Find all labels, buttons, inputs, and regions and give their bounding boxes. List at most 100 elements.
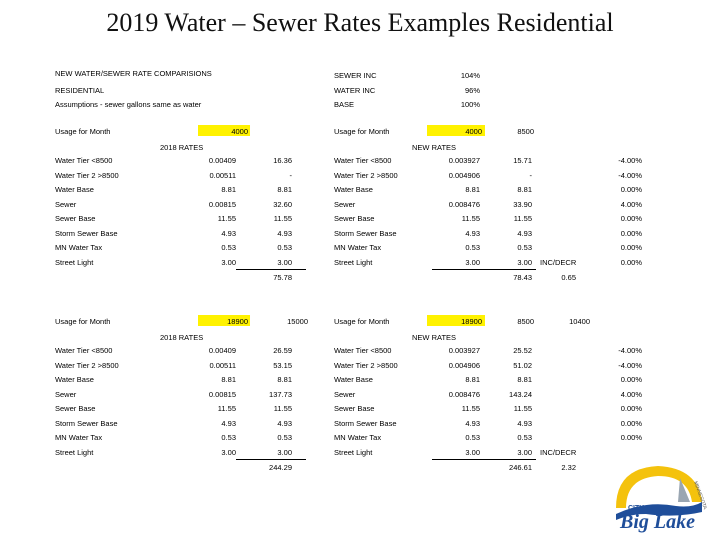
cell-lt: 0.53 [277,243,292,252]
logo-line-2: Big Lake [619,511,695,533]
rates-2018-label: 2018 RATES [160,143,204,152]
total-underline-left [236,268,306,270]
cell-rt: 3.00 [517,447,532,457]
cell-p: 0.00% [620,228,642,238]
cell-rr: 8.81 [465,375,480,384]
cell-r: MN Water Tax [334,243,382,252]
usage-tier2-value: 10400 [569,317,590,326]
sewer-inc-value: 104% [460,71,480,80]
cell-rr: 3.00 [465,447,480,457]
cell-lr: 0.53 [221,243,236,252]
cell-p: -4.00% [618,170,642,180]
usage-tier-value: 8500 [517,127,534,136]
cell-l: Sewer [55,389,77,399]
cell-l: Water Base [55,375,94,384]
base-value: 100% [460,100,480,109]
water-wave-icon [616,502,702,520]
cell-rt: 0.53 [517,243,532,252]
incdecr-label: INC/DECR [540,447,577,457]
cell-p: -4.00% [618,360,642,370]
cell-rt: 51.02 [513,360,532,370]
cell-p: 0.00% [620,185,642,194]
cell-p: 0.00% [620,404,642,413]
cell-rr: 0.53 [465,243,480,252]
cell-lr: 4.93 [221,418,236,428]
cell-lt: 8.81 [277,375,292,384]
cell-rr: 0.53 [465,433,480,442]
usage-highlight [427,315,485,326]
cell-l: MN Water Tax [55,433,103,442]
cell-l: Water Base [55,185,94,194]
usage-highlight [198,125,250,136]
cell-lr: 0.00815 [208,389,236,399]
cell-rt: 11.55 [513,404,532,413]
cell-r: Storm Sewer Base [334,228,397,238]
cell-rr: 4.93 [465,418,480,428]
cell-lr: 3.00 [221,447,236,457]
cell-lr: 3.00 [221,257,236,267]
cell-p: 0.00% [620,375,642,384]
page-title: 2019 Water – Sewer Rates Examples Reside… [106,8,614,37]
cell-lr: 4.93 [221,228,236,238]
cell-lr: 0.00815 [208,199,236,209]
cell-rr: 11.55 [461,214,480,223]
usage-tier-value: 8500 [517,317,534,326]
cell-l: Street Light [55,257,94,267]
cell-lt: - [289,170,293,180]
usage-highlight [198,315,250,326]
logo-line-1: CITY OF [628,505,656,512]
cell-lt: 16.36 [273,156,292,165]
header-line-1: NEW WATER/SEWER RATE COMPARISIONS [55,69,212,78]
sail-icon [678,478,690,502]
rates-new-label: NEW RATES [412,143,457,152]
cell-l: Water Tier 2 >8500 [55,360,119,370]
usage-label: Usage for Month [334,127,390,136]
cell-rr: 0.008476 [448,389,480,399]
cell-r: MN Water Tax [334,433,382,442]
cell-lr: 0.53 [221,433,236,442]
cell-lr: 11.55 [217,404,236,413]
cell-p: 4.00% [620,389,642,399]
cell-lr: 11.55 [217,214,236,223]
usage-value: 4000 [231,127,248,136]
cell-rr: 3.00 [465,257,480,267]
total-right: 78.43 [513,272,532,282]
base-label: BASE [334,100,355,109]
cell-lt: 26.59 [273,346,292,355]
cell-r: Water Base [334,185,373,194]
cell-lt: 8.81 [277,185,292,194]
cell-lt: 32.60 [273,199,292,209]
usage-value: 18900 [461,317,482,326]
cell-lr: 8.81 [221,375,236,384]
incdecr-value: 2.32 [561,462,576,472]
cell-r: Street Light [334,257,373,267]
cell-rr: 0.004906 [448,170,480,180]
cell-r: Street Light [334,447,373,457]
cell-rt: 143.24 [509,389,532,399]
cell-lt: 4.93 [277,418,292,428]
cell-r: Sewer Base [334,404,375,413]
usage-highlight [427,125,485,136]
water-inc-value: 96% [464,86,480,95]
cell-l: Street Light [55,447,94,457]
cell-l: Sewer Base [55,214,96,223]
cell-rt: 15.71 [513,156,532,165]
cell-lt: 53.15 [273,360,292,370]
cell-l: Water Tier <8500 [55,346,113,355]
cell-l: Storm Sewer Base [55,228,118,238]
cell-lr: 0.00511 [209,170,236,180]
cell-lr: 0.00409 [208,156,236,165]
header-line-3: Assumptions - sewer gallons same as wate… [55,100,202,109]
usage-extra-value: 15000 [287,317,308,326]
cell-p: 0.00% [620,257,642,267]
cell-rt: 0.53 [517,433,532,442]
cell-lt: 0.53 [277,433,292,442]
cell-lr: 8.81 [221,185,236,194]
cell-r: Storm Sewer Base [334,418,397,428]
cell-p: -4.00% [618,346,642,355]
total-left: 244.29 [269,462,292,472]
water-inc-label: WATER INC [334,86,376,95]
usage-value: 18900 [227,317,248,326]
cell-l: Storm Sewer Base [55,418,118,428]
sewer-inc-label: SEWER INC [334,71,377,80]
